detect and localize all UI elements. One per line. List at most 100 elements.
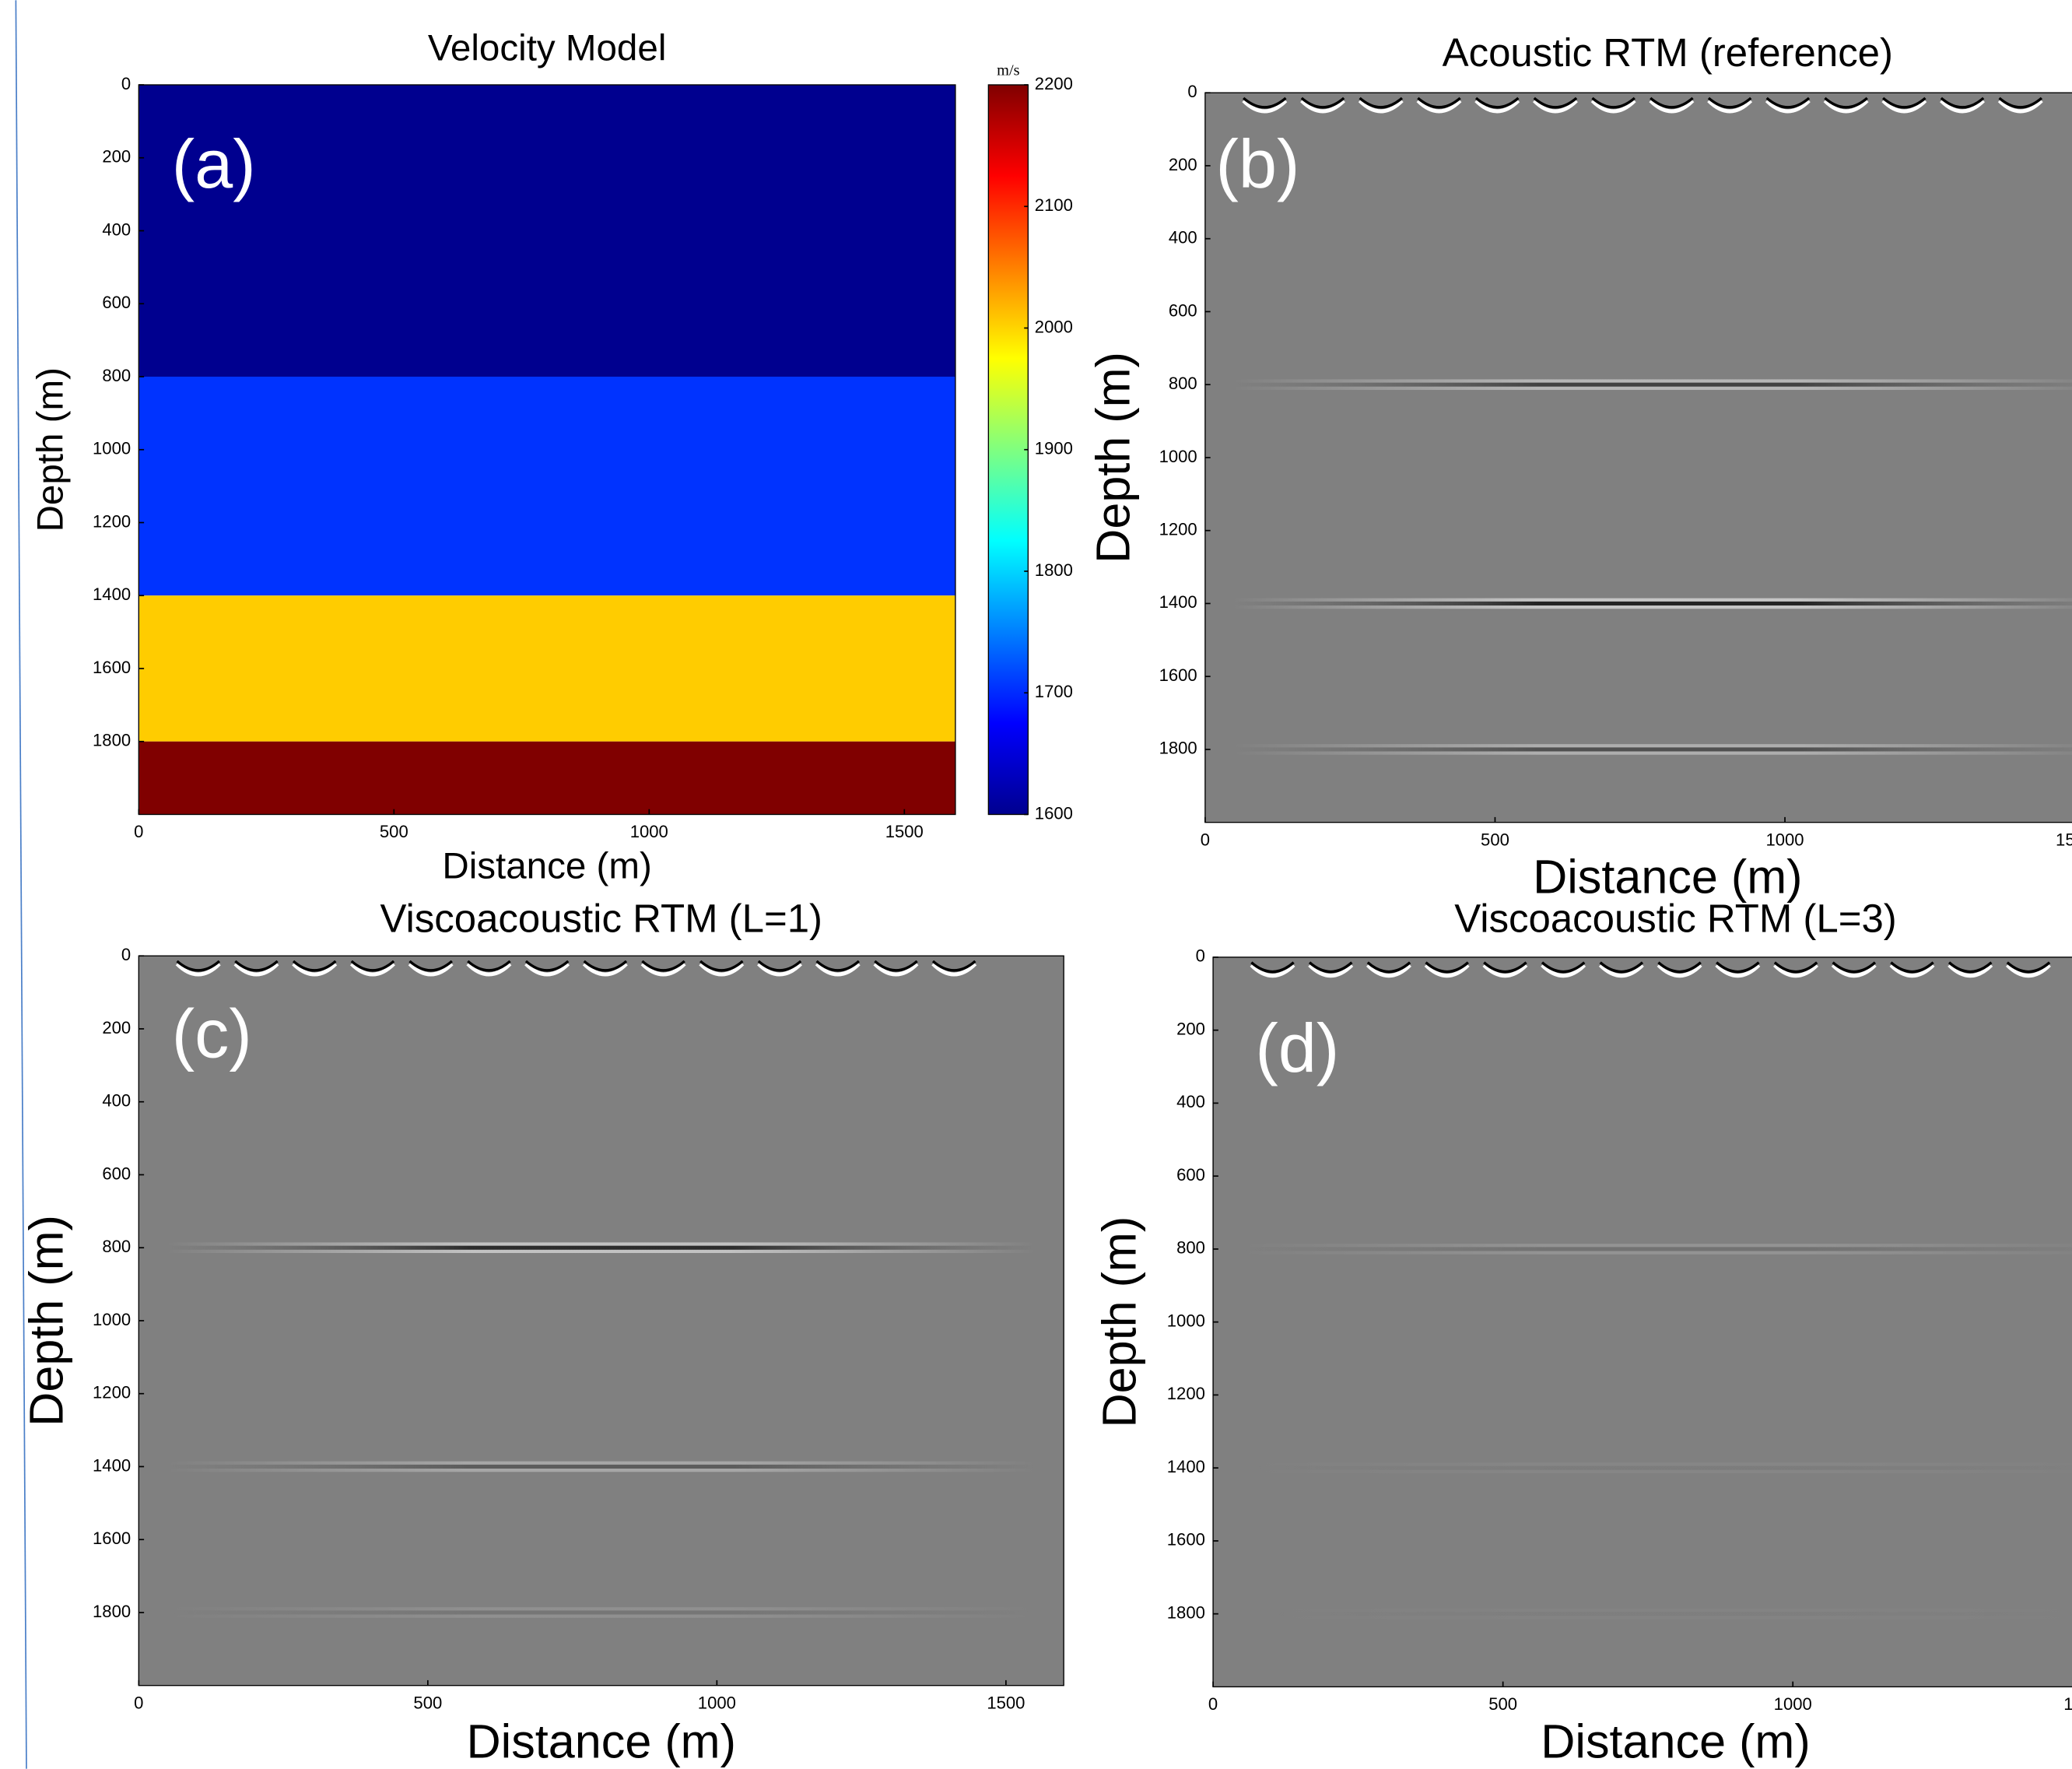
x-tick-label: 1000 xyxy=(1765,830,1804,849)
panel: 0 500 1000 1500 0 200 400 600 800 1000 1200 1400 160… xyxy=(1086,30,2072,903)
y-tick-label: 400 xyxy=(102,1091,131,1111)
y-tick-label: 600 xyxy=(1176,1165,1205,1185)
x-tick-label: 0 xyxy=(134,822,143,841)
reflector xyxy=(1233,383,2072,387)
y-tick-label: 1400 xyxy=(93,584,131,604)
y-tick-label: 800 xyxy=(1169,374,1197,393)
y-axis-label: Depth (m) xyxy=(1093,1216,1146,1428)
y-tick-label: 1400 xyxy=(1159,592,1197,612)
reflector xyxy=(167,1246,1036,1250)
y-tick-label: 1600 xyxy=(1159,665,1197,685)
reflector xyxy=(1233,602,2072,605)
reflector xyxy=(1241,1466,2072,1470)
panel-label: (a) xyxy=(172,125,256,202)
y-tick-label: 1800 xyxy=(93,1602,131,1621)
reflector xyxy=(167,1610,1036,1614)
colorbar-tick-label: 2000 xyxy=(1035,317,1073,336)
y-tick-label: 200 xyxy=(1176,1019,1205,1038)
colorbar-tick-label: 1900 xyxy=(1035,439,1073,458)
x-tick-label: 0 xyxy=(1208,1694,1218,1714)
x-tick-label: 500 xyxy=(1481,830,1509,849)
y-axis-label: Depth (m) xyxy=(30,367,71,532)
y-tick-label: 1600 xyxy=(93,658,131,677)
colorbar xyxy=(988,85,1028,814)
y-tick-label: 200 xyxy=(102,1018,131,1037)
chart-title: Velocity Model xyxy=(428,27,667,68)
y-tick-label: 200 xyxy=(102,147,131,167)
x-axis-label: Distance (m) xyxy=(1533,851,1802,904)
page-edge xyxy=(16,0,26,1768)
y-tick-label: 1000 xyxy=(93,1310,131,1329)
y-tick-label: 1200 xyxy=(93,1383,131,1402)
image-background xyxy=(1205,93,2072,822)
x-tick-label: 0 xyxy=(134,1693,143,1712)
y-tick-label: 1600 xyxy=(1167,1530,1205,1550)
y-tick-label: 0 xyxy=(1196,946,1205,966)
colorbar-tick-label: 2200 xyxy=(1035,74,1073,93)
x-tick-label: 1000 xyxy=(698,1693,736,1712)
velocity-layer xyxy=(138,85,955,377)
panel-label: (d) xyxy=(1255,1009,1339,1086)
y-tick-label: 800 xyxy=(1176,1238,1205,1258)
velocity-layer xyxy=(138,595,955,741)
x-tick-label: 1000 xyxy=(1774,1694,1812,1714)
y-tick-label: 600 xyxy=(102,1164,131,1183)
y-tick-label: 400 xyxy=(102,219,131,239)
y-tick-label: 1200 xyxy=(1167,1384,1205,1403)
x-tick-label: 0 xyxy=(1201,830,1210,849)
y-tick-label: 1800 xyxy=(1167,1602,1205,1622)
x-axis-label: Distance (m) xyxy=(1541,1715,1810,1767)
x-tick-label: 1500 xyxy=(2056,830,2072,849)
y-tick-label: 200 xyxy=(1169,155,1197,174)
colorbar-tick-label: 1700 xyxy=(1035,682,1073,701)
y-tick-label: 400 xyxy=(1169,228,1197,247)
colorbar-tick-label: 1800 xyxy=(1035,560,1073,580)
y-tick-label: 1000 xyxy=(93,439,131,458)
figure: m/s1600170018001900200021002200050010001… xyxy=(0,0,2072,1769)
x-tick-label: 500 xyxy=(380,822,408,841)
x-tick-label: 1500 xyxy=(885,822,924,841)
y-tick-label: 1600 xyxy=(93,1529,131,1548)
x-tick-label: 1000 xyxy=(630,822,668,841)
y-tick-label: 1800 xyxy=(1159,739,1197,758)
x-tick-label: 1500 xyxy=(2063,1694,2072,1714)
y-tick-label: 600 xyxy=(102,293,131,312)
reflector xyxy=(1241,1247,2072,1251)
panel-label: (b) xyxy=(1215,125,1299,202)
y-tick-label: 0 xyxy=(121,74,131,93)
x-axis-label: Distance (m) xyxy=(467,1715,736,1767)
y-tick-label: 400 xyxy=(1176,1092,1205,1111)
chart-title: Viscoacoustic RTM (L=1) xyxy=(380,897,822,941)
y-tick-label: 1400 xyxy=(1167,1457,1205,1476)
x-tick-label: 1500 xyxy=(987,1693,1025,1712)
colorbar-unit: m/s xyxy=(997,62,1020,79)
y-axis-label: Depth (m) xyxy=(1086,352,1139,563)
reflector xyxy=(1241,1612,2072,1616)
y-axis-label: Depth (m) xyxy=(20,1215,73,1427)
colorbar-tick-label: 2100 xyxy=(1035,195,1073,215)
x-tick-label: 500 xyxy=(1488,1694,1517,1714)
y-tick-label: 1200 xyxy=(1159,520,1197,539)
x-tick-label: 500 xyxy=(413,1693,442,1712)
y-tick-label: 1400 xyxy=(93,1455,131,1475)
y-tick-label: 800 xyxy=(102,366,131,385)
y-tick-label: 0 xyxy=(121,945,131,964)
y-tick-label: 600 xyxy=(1169,300,1197,320)
chart-title: Acoustic RTM (reference) xyxy=(1443,30,1893,75)
y-tick-label: 0 xyxy=(1187,82,1197,101)
velocity-layer xyxy=(138,742,955,815)
x-axis-label: Distance (m) xyxy=(442,846,651,887)
chart-title: Viscoacoustic RTM (L=3) xyxy=(1454,897,1897,941)
y-tick-label: 1000 xyxy=(1159,447,1197,466)
colorbar-tick-label: 1600 xyxy=(1035,803,1073,823)
panel-label: (c) xyxy=(172,995,252,1072)
panel: 0500100015000200400600800100012001400160… xyxy=(1093,897,2072,1768)
panel: 0 500 1000 1500 0 200 400 600 800 1000 1200 1400 160… xyxy=(20,897,1064,1768)
image-background xyxy=(1213,957,2072,1687)
y-tick-label: 1800 xyxy=(93,731,131,750)
velocity-layer xyxy=(138,377,955,595)
image-background xyxy=(138,956,1064,1685)
y-tick-label: 1200 xyxy=(93,511,131,531)
y-tick-label: 800 xyxy=(102,1237,131,1256)
